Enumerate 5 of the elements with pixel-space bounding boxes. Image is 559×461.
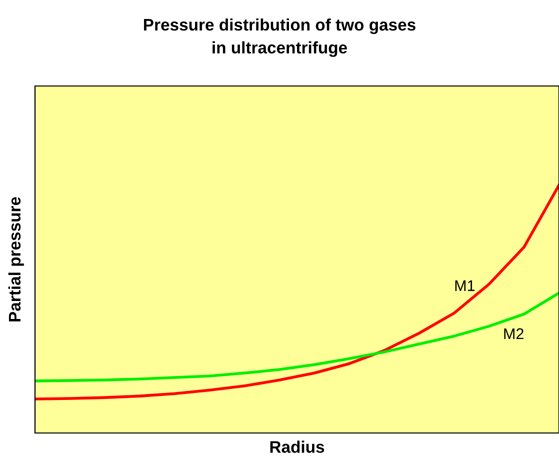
series-label: M1: [455, 280, 475, 291]
y-axis-title: Partial pressure: [8, 197, 24, 322]
series-label: M2: [504, 328, 524, 339]
chart-title: Pressure distribution of two gases in ultracentrifuge: [144, 18, 416, 57]
x-axis-title: Radius: [270, 440, 324, 453]
